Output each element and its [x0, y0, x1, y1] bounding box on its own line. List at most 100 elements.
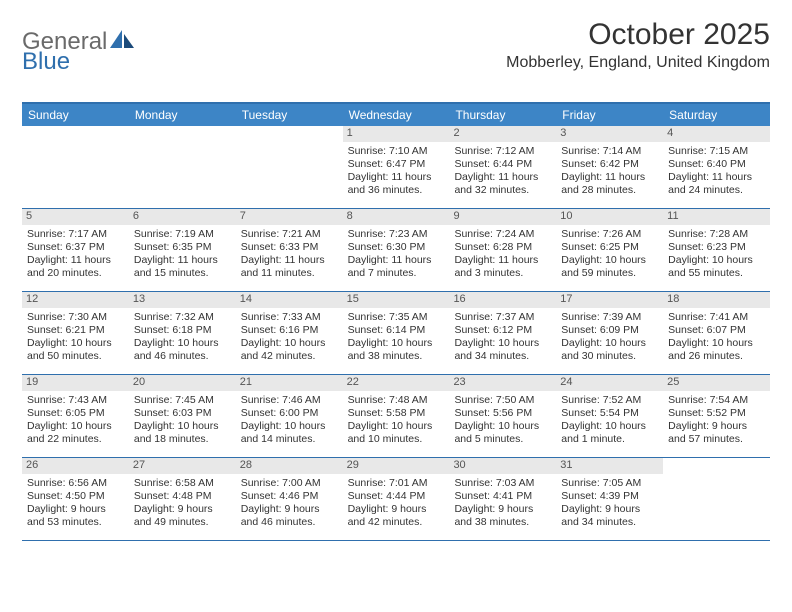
day-info: Sunrise: 7:17 AMSunset: 6:37 PMDaylight:… — [27, 228, 124, 281]
day-info: Sunrise: 7:28 AMSunset: 6:23 PMDaylight:… — [668, 228, 765, 281]
day-header-cell: Friday — [556, 104, 663, 126]
daylight-text: Daylight: 10 hours and 38 minutes. — [348, 337, 445, 363]
sunset-text: Sunset: 4:39 PM — [561, 490, 658, 503]
daylight-text: Daylight: 10 hours and 50 minutes. — [27, 337, 124, 363]
day-cell: 16 Sunrise: 7:37 AMSunset: 6:12 PMDayligh… — [449, 292, 556, 374]
day-info: Sunrise: 7:37 AMSunset: 6:12 PMDaylight:… — [454, 311, 551, 364]
sunset-text: Sunset: 6:44 PM — [454, 158, 551, 171]
daylight-text: Daylight: 9 hours and 46 minutes. — [241, 503, 338, 529]
daylight-text: Daylight: 9 hours and 38 minutes. — [454, 503, 551, 529]
sunset-text: Sunset: 6:47 PM — [348, 158, 445, 171]
week-row: 1Sunrise: 7:10 AMSunset: 6:47 PMDaylight… — [22, 126, 770, 209]
day-info: Sunrise: 6:58 AMSunset: 4:48 PMDaylight:… — [134, 477, 231, 530]
day-number: 31 — [556, 458, 663, 474]
sunrise-text: Sunrise: 7:14 AM — [561, 145, 658, 158]
day-cell: 1 Sunrise: 7:10 AMSunset: 6:47 PMDaylight… — [343, 126, 450, 208]
week-row: 26 Sunrise: 6:56 AMSunset: 4:50 PM Dayligh… — [22, 458, 770, 541]
sunrise-text: Sunrise: 7:00 AM — [241, 477, 338, 490]
sunset-text: Sunset: 6:33 PM — [241, 241, 338, 254]
sunrise-text: Sunrise: 7:35 AM — [348, 311, 445, 324]
day-info: Sunrise: 7:46 AMSunset: 6:00 PMDaylight:… — [241, 394, 338, 447]
sunset-text: Sunset: 4:46 PM — [241, 490, 338, 503]
sunrise-text: Sunrise: 7:28 AM — [668, 228, 765, 241]
day-cell: 29Sunrise: 7:01 AMSunset: 4:44 PMDayligh… — [343, 458, 450, 540]
day-cell: 11Sunrise: 7:28 AMSunset: 6:23 PMDayligh… — [663, 209, 770, 291]
sunset-text: Sunset: 5:58 PM — [348, 407, 445, 420]
day-cell: 12 Sunrise: 7:30 AMSunset: 6:21 PMDayligh… — [22, 292, 129, 374]
sunrise-text: Sunrise: 7:21 AM — [241, 228, 338, 241]
day-number: 8 — [343, 209, 450, 225]
sunset-text: Sunset: 6:42 PM — [561, 158, 658, 171]
daylight-text: Daylight: 10 hours and 42 minutes. — [241, 337, 338, 363]
day-number: 28 — [236, 458, 343, 474]
day-info: Sunrise: 7:54 AMSunset: 5:52 PMDaylight:… — [668, 394, 765, 447]
day-number: 19 — [22, 375, 129, 391]
day-cell: 22Sunrise: 7:48 AMSunset: 5:58 PMDayligh… — [343, 375, 450, 457]
sunset-text: Sunset: 6:12 PM — [454, 324, 551, 337]
day-number: 12 — [22, 292, 129, 308]
title-block: October 2025 Mobberley, England, United … — [506, 18, 770, 72]
day-cell: 31 Sunrise: 7:05 AMSunset: 4:39 PMDayligh… — [556, 458, 663, 540]
sunset-text: Sunset: 6:09 PM — [561, 324, 658, 337]
sunset-text: Sunset: 6:03 PM — [134, 407, 231, 420]
sunset-text: Sunset: 5:56 PM — [454, 407, 551, 420]
daylight-text: Daylight: 11 hours and 32 minutes. — [454, 171, 551, 197]
day-info: Sunrise: 7:15 AMSunset: 6:40 PMDaylight:… — [668, 145, 765, 198]
sunset-text: Sunset: 4:44 PM — [348, 490, 445, 503]
day-cell — [129, 126, 236, 208]
day-number: 16 — [449, 292, 556, 308]
day-info: Sunrise: 7:30 AMSunset: 6:21 PMDaylight:… — [27, 311, 124, 364]
sunrise-text: Sunrise: 6:56 AM — [27, 477, 124, 490]
day-cell: 18 Sunrise: 7:41 AMSunset: 6:07 PMDayligh… — [663, 292, 770, 374]
sunset-text: Sunset: 4:41 PM — [454, 490, 551, 503]
sunrise-text: Sunrise: 7:48 AM — [348, 394, 445, 407]
weeks-container: 1Sunrise: 7:10 AMSunset: 6:47 PMDaylight… — [22, 126, 770, 541]
sunset-text: Sunset: 6:28 PM — [454, 241, 551, 254]
day-number: 2 — [449, 126, 556, 142]
day-number: 9 — [449, 209, 556, 225]
day-header-row: SundayMondayTuesdayWednesdayThursdayFrid… — [22, 104, 770, 126]
day-number: 6 — [129, 209, 236, 225]
sunset-text: Sunset: 4:50 PM — [27, 490, 124, 503]
daylight-text: Daylight: 11 hours and 7 minutes. — [348, 254, 445, 280]
logo-sail-icon — [110, 30, 136, 55]
sunrise-text: Sunrise: 7:39 AM — [561, 311, 658, 324]
day-cell: 7Sunrise: 7:21 AMSunset: 6:33 PMDaylight… — [236, 209, 343, 291]
day-cell: 2 Sunrise: 7:12 AMSunset: 6:44 PMDaylight… — [449, 126, 556, 208]
day-number: 1 — [343, 126, 450, 142]
sunrise-text: Sunrise: 7:45 AM — [134, 394, 231, 407]
sunset-text: Sunset: 4:48 PM — [134, 490, 231, 503]
day-number: 18 — [663, 292, 770, 308]
day-info: Sunrise: 7:10 AMSunset: 6:47 PMDaylight:… — [348, 145, 445, 198]
day-cell: 17Sunrise: 7:39 AMSunset: 6:09 PMDayligh… — [556, 292, 663, 374]
daylight-text: Daylight: 9 hours and 57 minutes. — [668, 420, 765, 446]
day-number: 5 — [22, 209, 129, 225]
daylight-text: Daylight: 10 hours and 46 minutes. — [134, 337, 231, 363]
day-header-cell: Monday — [129, 104, 236, 126]
day-cell: 28 Sunrise: 7:00 AMSunset: 4:46 PMDayligh… — [236, 458, 343, 540]
sunrise-text: Sunrise: 7:19 AM — [134, 228, 231, 241]
sunset-text: Sunset: 6:00 PM — [241, 407, 338, 420]
sunrise-text: Sunrise: 7:10 AM — [348, 145, 445, 158]
sunrise-text: Sunrise: 7:32 AM — [134, 311, 231, 324]
day-info: Sunrise: 7:41 AMSunset: 6:07 PMDaylight:… — [668, 311, 765, 364]
day-info: Sunrise: 7:05 AMSunset: 4:39 PMDaylight:… — [561, 477, 658, 530]
sunrise-text: Sunrise: 7:43 AM — [27, 394, 124, 407]
sunrise-text: Sunrise: 7:12 AM — [454, 145, 551, 158]
sunrise-text: Sunrise: 7:03 AM — [454, 477, 551, 490]
day-cell — [22, 126, 129, 208]
day-header-cell: Thursday — [449, 104, 556, 126]
sunrise-text: Sunrise: 7:24 AM — [454, 228, 551, 241]
sunrise-text: Sunrise: 7:15 AM — [668, 145, 765, 158]
day-number: 26 — [22, 458, 129, 474]
day-cell: 26Sunrise: 6:56 AMSunset: 4:50 PMDayligh… — [22, 458, 129, 540]
daylight-text: Daylight: 11 hours and 20 minutes. — [27, 254, 124, 280]
header: General October 2025 Mobberley, England,… — [22, 18, 770, 72]
day-number: 27 — [129, 458, 236, 474]
day-info: Sunrise: 7:14 AMSunset: 6:42 PMDaylight:… — [561, 145, 658, 198]
sunrise-text: Sunrise: 6:58 AM — [134, 477, 231, 490]
week-row: 19 Sunrise: 7:43 AMSunset: 6:05 PMDayligh… — [22, 375, 770, 458]
day-info: Sunrise: 7:48 AMSunset: 5:58 PMDaylight:… — [348, 394, 445, 447]
daylight-text: Daylight: 10 hours and 14 minutes. — [241, 420, 338, 446]
day-info: Sunrise: 7:43 AMSunset: 6:05 PMDaylight:… — [27, 394, 124, 447]
